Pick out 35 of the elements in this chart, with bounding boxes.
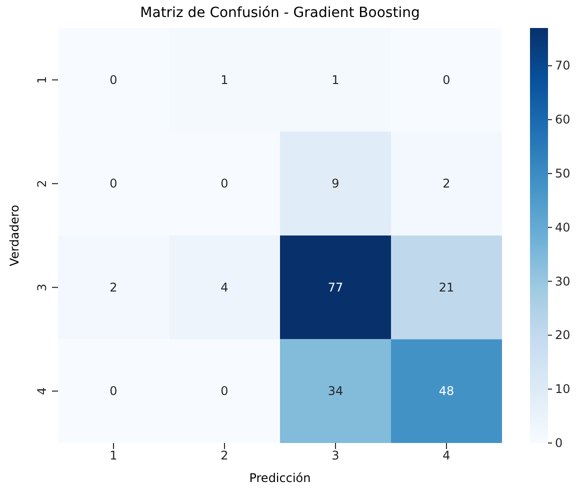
data-label: 0 [110,176,118,191]
data-label: 2 [442,176,450,191]
data-label: 0 [110,72,118,87]
data-label: 34 [328,384,344,398]
color-bar-label: 30 [555,274,570,288]
chart-title: Matriz de Confusión - Gradient Boosting [139,5,421,21]
data-label: 2 [110,280,118,294]
data-label: 48 [438,384,454,398]
y-tick-label: 4 [35,387,49,395]
data-label: 21 [438,280,454,294]
color-bar-label: 20 [555,328,570,342]
color-bar-label: 70 [555,58,570,73]
data-label: 1 [220,72,228,87]
color-bar-label: 40 [555,220,570,234]
y-tick-label: 2 [35,180,49,188]
data-label: 1 [332,72,340,87]
data-label: 4 [220,280,228,294]
data-label: 9 [332,176,340,191]
x-tick-label: 2 [220,448,228,463]
data-label: 0 [220,384,228,398]
color-bar-label: 0 [555,436,563,450]
x-tick-label: 4 [442,448,450,463]
x-tick-label: 1 [110,448,118,463]
data-label: 77 [328,280,344,294]
data-label: 0 [110,384,118,398]
color-bar-label: 10 [555,382,570,396]
x-axis-title: Predicción [249,471,311,485]
y-tick-label: 3 [35,284,49,292]
x-tick-label: 3 [332,448,340,463]
color-bar-label: 60 [555,112,570,127]
color-bar-label: 50 [555,166,570,181]
y-tick-label: 1 [35,76,49,84]
y-axis-title: Verdadero [7,204,22,266]
data-label: 0 [220,176,228,191]
data-label: 0 [442,72,450,87]
